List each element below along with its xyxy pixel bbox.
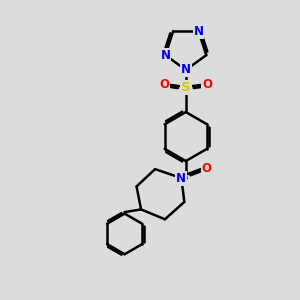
Text: N: N [160,49,170,62]
Text: O: O [202,78,212,92]
Text: N: N [181,64,191,76]
Text: S: S [181,81,190,94]
Text: N: N [176,172,186,184]
Text: N: N [194,25,203,38]
Text: O: O [202,162,212,175]
Text: O: O [159,78,169,92]
